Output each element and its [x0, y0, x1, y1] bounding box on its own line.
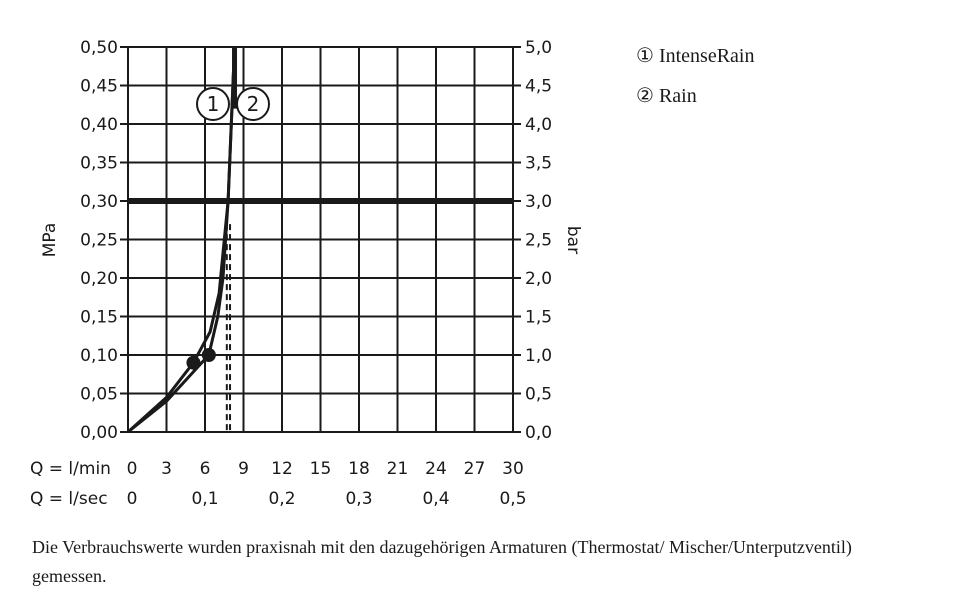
y-tick-left: 0,40: [80, 115, 118, 135]
y-tick-left: 0,05: [80, 385, 118, 405]
series-line: [127, 46, 236, 434]
y-tick-right: 3,0: [525, 192, 552, 212]
y-tick-left: 0,00: [80, 423, 118, 443]
series-label-circle: [236, 87, 270, 121]
y-tick-left: 0,10: [80, 346, 118, 366]
y-tick-right: 0,0: [525, 423, 552, 443]
x-tick-lsec: 0,4: [422, 489, 449, 509]
legend-symbol: ②: [636, 85, 654, 107]
x-tick-lmin: 24: [425, 459, 447, 479]
legend-label: IntenseRain: [658, 45, 755, 67]
y-tick-right: 0,5: [525, 385, 552, 405]
series-label: 1: [207, 92, 220, 116]
y-tick-left: 0,25: [80, 231, 118, 251]
y-tick-right: 4,5: [525, 77, 552, 97]
y-tick-right: 5,0: [525, 38, 552, 58]
y-tick-right: 2,5: [525, 231, 552, 251]
x-tick-lsec: 0,1: [191, 489, 218, 509]
footnote: Die Verbrauchswerte wurden praxisnah mit…: [32, 537, 852, 586]
y-tick-left: 0,20: [80, 269, 118, 289]
y-tick-left: 0,50: [80, 38, 118, 58]
x-tick-lmin: 3: [161, 459, 172, 479]
y-tick-right: 3,5: [525, 154, 552, 174]
x-tick-lsec: 0: [127, 489, 138, 509]
x-tick-lmin: 6: [200, 459, 211, 479]
x-tick-lmin: 27: [464, 459, 486, 479]
y-tick-left: 0,45: [80, 77, 118, 97]
x-tick-lmin: 21: [387, 459, 409, 479]
legend-symbol: ①: [636, 45, 654, 67]
series-label-circle: [196, 87, 230, 121]
legend-item-1: ① IntenseRain: [636, 43, 754, 68]
legend-label: Rain: [658, 85, 697, 107]
y-tick-right: 2,0: [525, 269, 552, 289]
y-tick-left: 0,35: [80, 154, 118, 174]
x-tick-lmin: 12: [271, 459, 293, 479]
y-tick-left: 0,30: [80, 192, 118, 212]
x-tick-lmin: 30: [502, 459, 524, 479]
x-tick-lmin: 0: [127, 459, 138, 479]
x-axis-label-lmin: Q = l/min: [30, 459, 111, 479]
y-axis-label-left: MPa: [40, 223, 60, 258]
x-axis-label-lsec: Q = l/sec: [30, 489, 108, 509]
series-marker: [201, 348, 216, 362]
legend-item-2: ② Rain: [636, 83, 697, 108]
y-axis-label-right: bar: [563, 226, 583, 254]
x-tick-lsec: 0,3: [345, 489, 372, 509]
y-tick-right: 1,0: [525, 346, 552, 366]
y-tick-right: 1,5: [525, 308, 552, 328]
x-tick-lsec: 0,2: [268, 489, 295, 509]
y-tick-left: 0,15: [80, 308, 118, 328]
x-tick-lsec: 0,5: [499, 489, 526, 509]
x-tick-lmin: 9: [238, 459, 249, 479]
pressure-flow-chart: 0,00 0,000,05 0,530,10 1,060,15 1,590,20 2,01…: [30, 38, 583, 509]
y-tick-right: 4,0: [525, 115, 552, 135]
x-tick-lmin: 15: [310, 459, 332, 479]
series-label: 2: [247, 92, 260, 116]
x-tick-lmin: 18: [348, 459, 370, 479]
